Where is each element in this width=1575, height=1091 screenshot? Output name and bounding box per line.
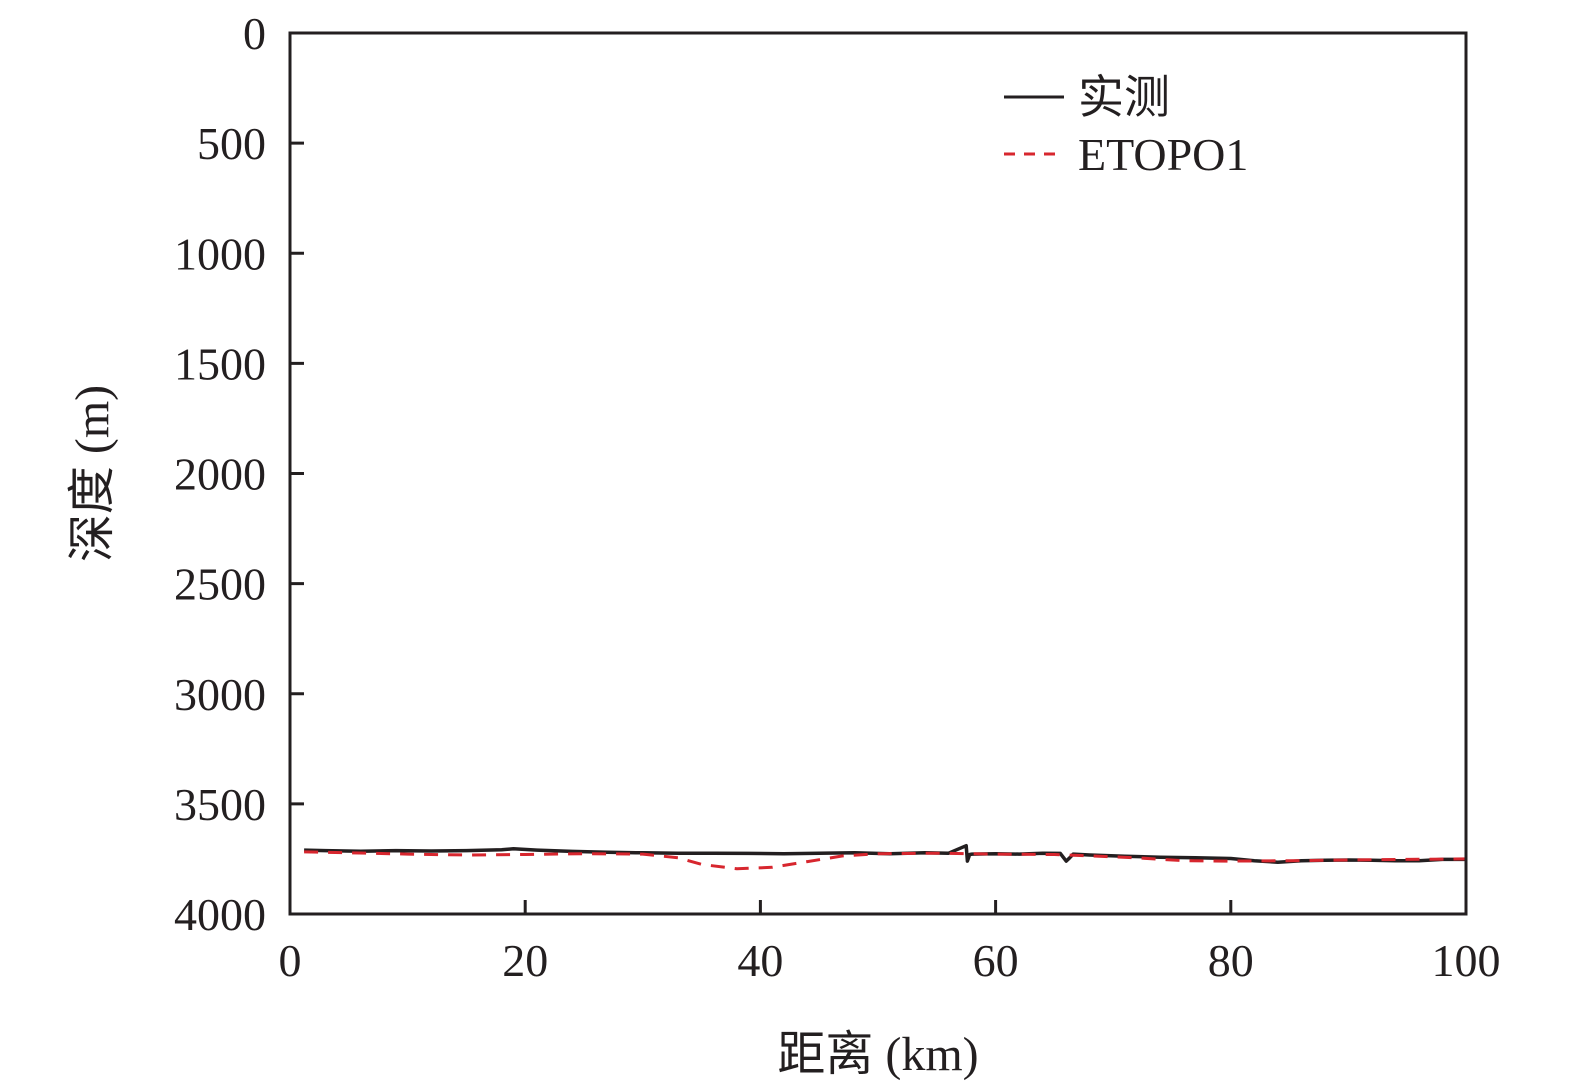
legend: 实测 ETOPO1 xyxy=(1004,72,1248,180)
legend-label: 实测 xyxy=(1078,72,1170,123)
y-tick-label: 2000 xyxy=(174,449,266,500)
x-tick-label: 40 xyxy=(737,935,783,986)
series-lines xyxy=(304,843,1467,871)
axis-ticks: 0 20 40 60 80 1000500100015002000250030003500… xyxy=(174,8,1501,986)
x-tick-label: 20 xyxy=(502,935,548,986)
series-line-etopo1 xyxy=(304,850,1467,871)
y-tick-label: 3500 xyxy=(174,779,266,830)
y-tick-label: 2500 xyxy=(174,559,266,610)
y-tick-label: 0 xyxy=(243,8,266,59)
y-tick-label: 4000 xyxy=(174,889,266,940)
y-tick-label: 500 xyxy=(197,118,266,169)
x-axis-title: 距离 (km) xyxy=(777,1028,978,1081)
x-tick-label: 0 xyxy=(279,935,302,986)
x-tick-label: 80 xyxy=(1208,935,1254,986)
y-tick-label: 1500 xyxy=(174,338,266,389)
y-tick-label: 3000 xyxy=(174,669,266,720)
legend-label: ETOPO1 xyxy=(1078,129,1248,180)
y-tick-label: 1000 xyxy=(174,228,266,279)
x-tick-label: 100 xyxy=(1432,935,1501,986)
x-tick-label: 60 xyxy=(973,935,1019,986)
plot-frame xyxy=(288,31,1468,916)
y-axis-title: 深度 (m) xyxy=(66,385,119,562)
